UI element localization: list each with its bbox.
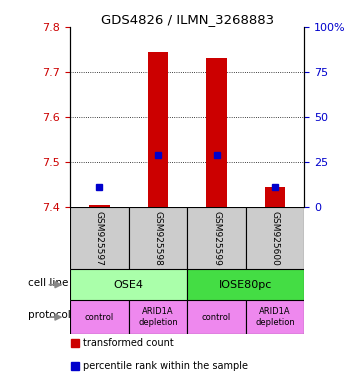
Text: transformed count: transformed count <box>83 338 174 348</box>
Text: GSM925598: GSM925598 <box>153 211 162 266</box>
Text: ARID1A
depletion: ARID1A depletion <box>138 308 178 327</box>
Text: GSM925599: GSM925599 <box>212 211 221 266</box>
Bar <box>70 269 187 300</box>
Text: percentile rank within the sample: percentile rank within the sample <box>83 361 248 371</box>
Bar <box>265 187 286 207</box>
Bar <box>70 300 129 334</box>
Bar <box>129 207 187 269</box>
Bar <box>148 52 168 207</box>
Bar <box>187 300 246 334</box>
Text: control: control <box>202 313 231 322</box>
Bar <box>246 300 304 334</box>
Bar <box>187 269 304 300</box>
Bar <box>246 207 304 269</box>
Text: protocol: protocol <box>28 310 71 321</box>
Title: GDS4826 / ILMN_3268883: GDS4826 / ILMN_3268883 <box>101 13 274 26</box>
Bar <box>70 207 129 269</box>
Bar <box>129 300 187 334</box>
Text: cell line: cell line <box>28 278 68 288</box>
Bar <box>206 58 227 207</box>
Text: GSM925597: GSM925597 <box>95 211 104 266</box>
Bar <box>89 205 110 207</box>
Text: OSE4: OSE4 <box>114 280 144 290</box>
Text: GSM925600: GSM925600 <box>271 211 280 266</box>
Text: IOSE80pc: IOSE80pc <box>219 280 273 290</box>
Text: control: control <box>85 313 114 322</box>
Text: ARID1A
depletion: ARID1A depletion <box>255 308 295 327</box>
Bar <box>187 207 246 269</box>
